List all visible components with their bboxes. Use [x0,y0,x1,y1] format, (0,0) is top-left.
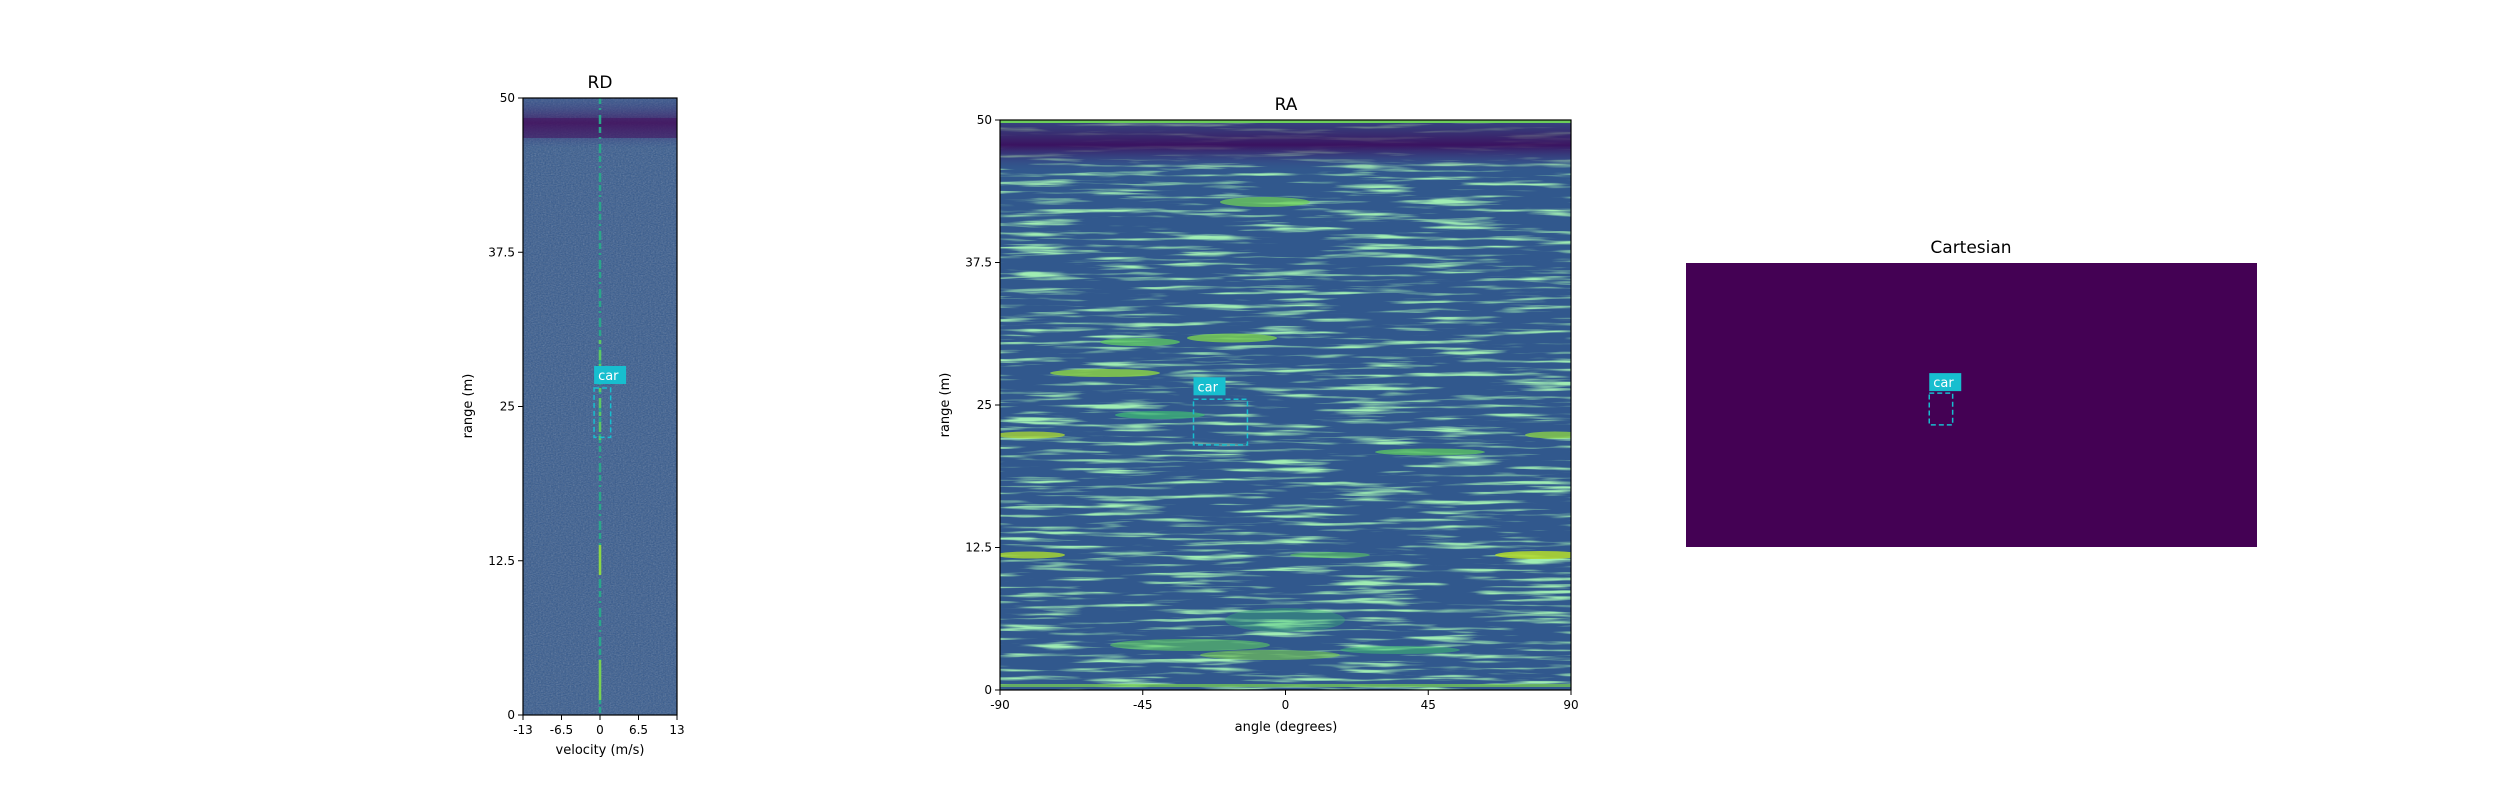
rd-y-axis: 0 12.5 25 37.5 50 [488,91,523,722]
rd-y-tick-label: 50 [500,91,515,105]
cartesian-detection-label-bg [1929,373,1962,392]
ra-y-tick-label: 37.5 [965,256,992,270]
rd-title: RD [588,73,613,93]
rd-heatmap [523,98,677,715]
rd-y-tick-label: 0 [507,708,515,722]
ra-detection-label: car [1198,380,1219,395]
cartesian-detection-box [1928,392,1954,426]
rd-detection-label: car [598,369,619,384]
rd-x-axis: -13 -6.5 0 6.5 13 [513,715,685,737]
rd-x-tick-label: -13 [513,723,533,737]
ra-y-axis: 0 12.5 25 37.5 50 [965,113,1000,697]
cartesian-detection-label: car [1933,376,1954,391]
ra-x-tick-label: -45 [1133,698,1153,712]
ra-heatmap [1000,120,1571,690]
rd-y-tick-label: 25 [500,400,515,414]
ra-y-label: range (m) [938,373,953,438]
ra-x-label: angle (degrees) [1235,720,1338,735]
ra-panel: RA -90 -45 0 45 90 0 12.5 25 37.5 50 [938,95,1579,735]
rd-detection-label-bg [594,365,627,384]
rd-panel: RD -13 -6.5 0 6.5 13 0 12.5 25 37.5 50 velocity … [461,73,685,758]
rd-x-tick-label: -6.5 [550,723,573,737]
ra-x-tick-label: 90 [1563,698,1578,712]
rd-y-tick-label: 12.5 [488,554,515,568]
rd-x-label: velocity (m/s) [556,743,645,758]
rd-detections: car [593,365,627,439]
rd-x-tick-label: 0 [596,723,604,737]
cartesian-detections: car [1928,373,1962,426]
rd-x-tick-label: 6.5 [629,723,648,737]
rd-x-tick-label: 13 [669,723,684,737]
cartesian-heatmap [1686,263,2257,547]
ra-x-tick-label: -90 [990,698,1010,712]
ra-x-axis: -90 -45 0 45 90 [990,690,1579,712]
cartesian-panel: Cartesian car [1686,238,2257,547]
ra-detection-box [1192,398,1249,446]
ra-title: RA [1275,95,1298,115]
ra-y-tick-label: 0 [984,683,992,697]
cartesian-title: Cartesian [1930,238,2011,258]
rd-detection-box [593,387,612,439]
ra-detection-label-bg [1193,377,1226,396]
ra-x-tick-label: 0 [1282,698,1290,712]
rd-y-label: range (m) [461,374,476,439]
ra-x-tick-label: 45 [1421,698,1436,712]
rd-y-tick-label: 37.5 [488,245,515,259]
ra-y-tick-label: 25 [977,398,992,412]
ra-y-tick-label: 50 [977,113,992,127]
ra-detections: car [1192,377,1249,446]
ra-y-tick-label: 12.5 [965,541,992,555]
